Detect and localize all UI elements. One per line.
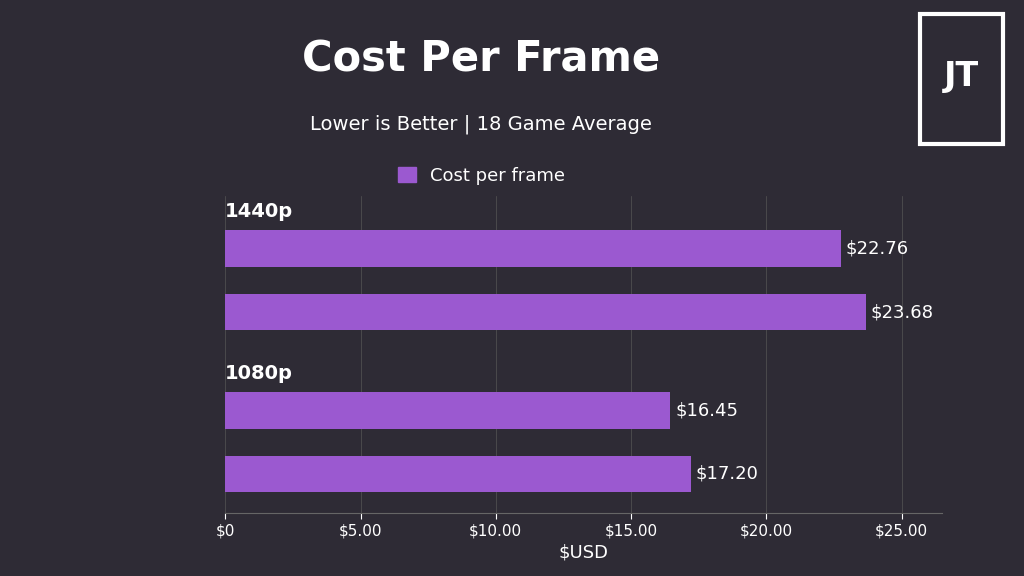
Text: JT: JT bbox=[944, 60, 979, 93]
Text: $23.68: $23.68 bbox=[870, 303, 934, 321]
Text: 1080p: 1080p bbox=[225, 364, 293, 383]
Text: Cost Per Frame: Cost Per Frame bbox=[302, 38, 660, 80]
Text: $17.20: $17.20 bbox=[695, 465, 758, 483]
Legend: Cost per frame: Cost per frame bbox=[397, 166, 565, 185]
Text: Lower is Better | 18 Game Average: Lower is Better | 18 Game Average bbox=[310, 115, 652, 134]
Text: $22.76: $22.76 bbox=[846, 240, 909, 257]
Text: $16.45: $16.45 bbox=[675, 401, 738, 419]
Bar bbox=[225, 230, 841, 267]
Bar bbox=[225, 294, 866, 330]
Bar bbox=[225, 456, 690, 492]
X-axis label: $USD: $USD bbox=[559, 544, 608, 562]
Text: 1440p: 1440p bbox=[225, 202, 294, 221]
Bar bbox=[225, 392, 671, 429]
